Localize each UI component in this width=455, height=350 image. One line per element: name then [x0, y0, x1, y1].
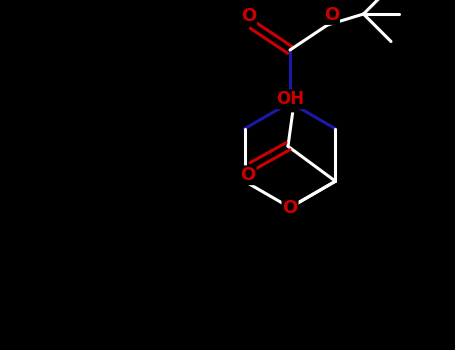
- Text: N: N: [283, 93, 298, 112]
- Text: O: O: [240, 166, 256, 184]
- Text: O: O: [324, 6, 339, 24]
- Text: OH: OH: [276, 90, 304, 108]
- Text: O: O: [241, 7, 256, 25]
- Text: O: O: [283, 198, 298, 217]
